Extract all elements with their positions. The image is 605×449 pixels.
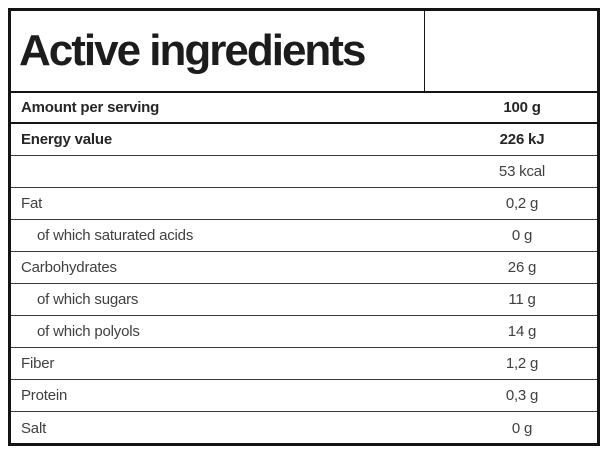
row-label: of which sugars: [37, 291, 139, 308]
row-carbohydrates: Carbohydrates 26 g: [11, 252, 597, 284]
row-saturated-acids: of which saturated acids 0 g: [11, 220, 597, 252]
row-value: 226 kJ: [499, 131, 545, 148]
row-label: Carbohydrates: [21, 259, 117, 276]
row-label: Fiber: [21, 355, 55, 372]
row-value: 53 kcal: [498, 163, 546, 180]
row-label: Salt: [21, 419, 47, 437]
row-sugars: of which sugars 11 g: [11, 284, 597, 316]
row-label: Fat: [21, 195, 43, 212]
label-header-spacer-cell: [425, 11, 597, 91]
row-fiber: Fiber 1,2 g: [11, 348, 597, 380]
page-title: Active ingredients: [19, 26, 366, 75]
label-header-row: Active ingredients: [11, 11, 597, 93]
row-salt: Salt 0 g: [11, 412, 597, 444]
row-value: 0,3 g: [505, 387, 539, 404]
row-label: Energy value: [21, 131, 112, 148]
row-energy-kj: Energy value 226 kJ: [11, 124, 597, 156]
row-polyols: of which polyols 14 g: [11, 316, 597, 348]
nutrition-label-box: Active ingredients Amount per serving 10…: [8, 8, 600, 446]
label-header-title-cell: Active ingredients: [11, 11, 425, 91]
row-protein: Protein 0,3 g: [11, 380, 597, 412]
row-value: 0 g: [511, 227, 533, 244]
row-value: 26 g: [507, 259, 537, 276]
row-value: 0 g: [511, 419, 533, 437]
row-value: 100 g: [503, 99, 541, 116]
row-label: Protein: [21, 387, 68, 404]
row-label: Amount per serving: [21, 99, 160, 116]
row-value: 0,2 g: [505, 195, 539, 212]
row-amount-per-serving: Amount per serving 100 g: [11, 93, 597, 124]
row-label: of which polyols: [37, 323, 140, 340]
row-fat: Fat 0,2 g: [11, 188, 597, 220]
row-label: of which saturated acids: [37, 227, 194, 244]
row-energy-kcal: 53 kcal: [11, 156, 597, 188]
row-value: 14 g: [507, 323, 537, 340]
row-value: 11 g: [508, 291, 536, 308]
row-value: 1,2 g: [505, 355, 539, 372]
